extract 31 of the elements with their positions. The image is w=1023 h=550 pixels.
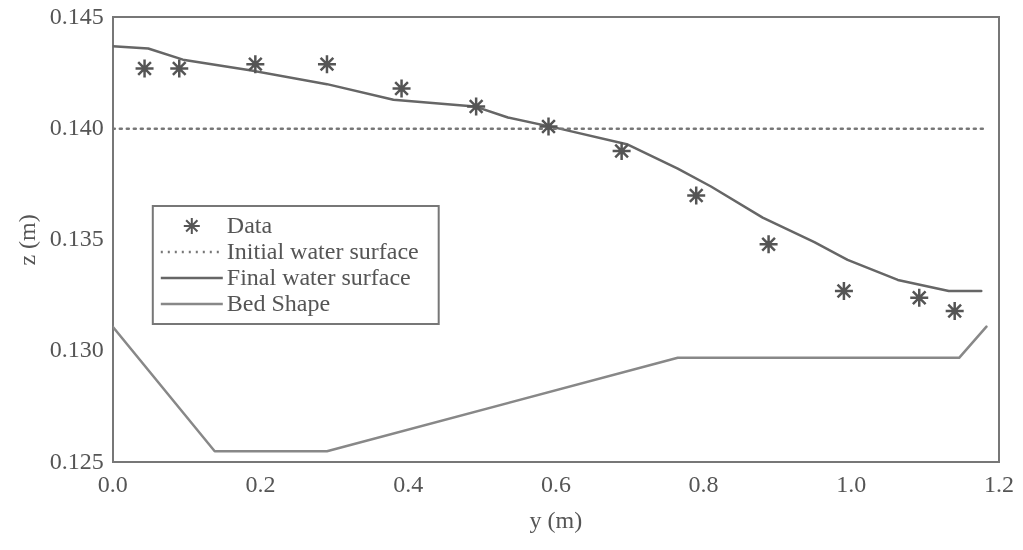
x-tick-label: 0.8 — [688, 471, 719, 498]
point — [316, 53, 338, 75]
legend-label: Bed Shape — [226, 290, 331, 317]
point — [685, 185, 707, 206]
x-tick-label: 1.0 — [836, 471, 867, 498]
y-tick-label: 0.130 — [49, 336, 104, 363]
y-tick-label: 0.145 — [49, 2, 104, 29]
point — [758, 234, 779, 255]
y-axis-title: z (m) — [13, 214, 40, 266]
y-tick-label: 0.135 — [49, 225, 104, 252]
point — [169, 58, 190, 79]
x-tick-label: 0.2 — [245, 471, 276, 498]
point — [908, 287, 930, 308]
x-tick-label: 0.4 — [393, 471, 424, 498]
point — [465, 96, 487, 117]
y-tick-label: 0.125 — [49, 447, 104, 474]
x-tick-label: 0.0 — [97, 471, 128, 498]
point — [391, 78, 412, 99]
legend-label: Final water surface — [226, 264, 411, 291]
point — [245, 53, 266, 75]
legend-label: Initial water surface — [226, 238, 419, 265]
point — [944, 300, 965, 322]
legend-label: Data — [226, 212, 273, 239]
x-tick-label: 1.2 — [984, 471, 1014, 498]
x-axis-title: y (m) — [529, 506, 583, 533]
point — [611, 140, 632, 162]
point — [833, 280, 855, 302]
x-tick-label: 0.6 — [540, 471, 571, 498]
y-tick-label: 0.140 — [49, 113, 104, 140]
point — [134, 58, 155, 79]
point — [538, 116, 559, 137]
